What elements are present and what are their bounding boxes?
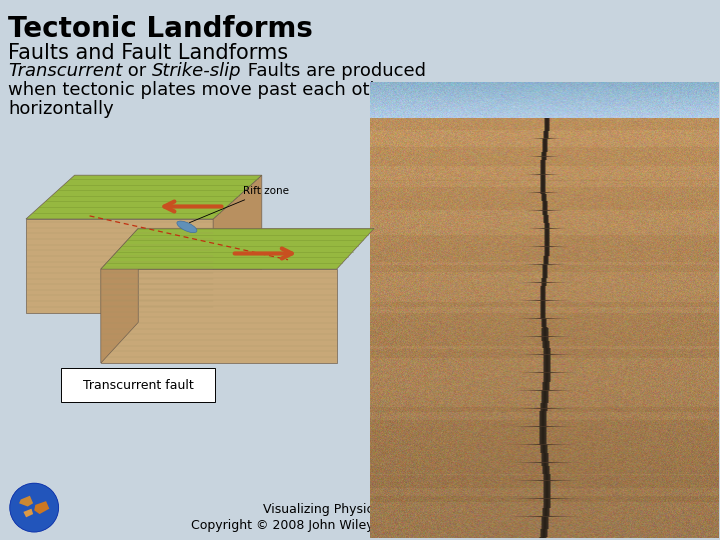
Polygon shape [101,228,138,363]
Text: Faults and Fault Landforms: Faults and Fault Landforms [8,43,288,63]
Ellipse shape [177,221,197,233]
Polygon shape [19,496,33,507]
Text: Rift zone: Rift zone [189,186,289,222]
Text: horizontally: horizontally [8,100,114,118]
Text: or: or [122,62,152,80]
Polygon shape [23,509,33,517]
Circle shape [9,483,59,532]
Polygon shape [101,228,374,269]
Polygon shape [26,175,262,219]
Polygon shape [101,269,337,363]
Text: Faults are produced: Faults are produced [242,62,426,80]
Text: Transcurrent fault: Transcurrent fault [83,379,194,392]
Text: Visualizing Physical Geography: Visualizing Physical Geography [263,503,457,516]
Text: Tectonic Landforms: Tectonic Landforms [8,15,313,43]
Text: Copyright © 2008 John Wiley and Sons Publishers Inc.: Copyright © 2008 John Wiley and Sons Pub… [191,518,529,531]
Polygon shape [213,175,262,313]
Text: when tectonic plates move past each other: when tectonic plates move past each othe… [8,81,400,99]
Polygon shape [26,219,213,313]
FancyBboxPatch shape [61,368,215,402]
Text: Strike-slip: Strike-slip [152,62,242,80]
Polygon shape [34,501,49,514]
Text: Transcurrent: Transcurrent [8,62,122,80]
